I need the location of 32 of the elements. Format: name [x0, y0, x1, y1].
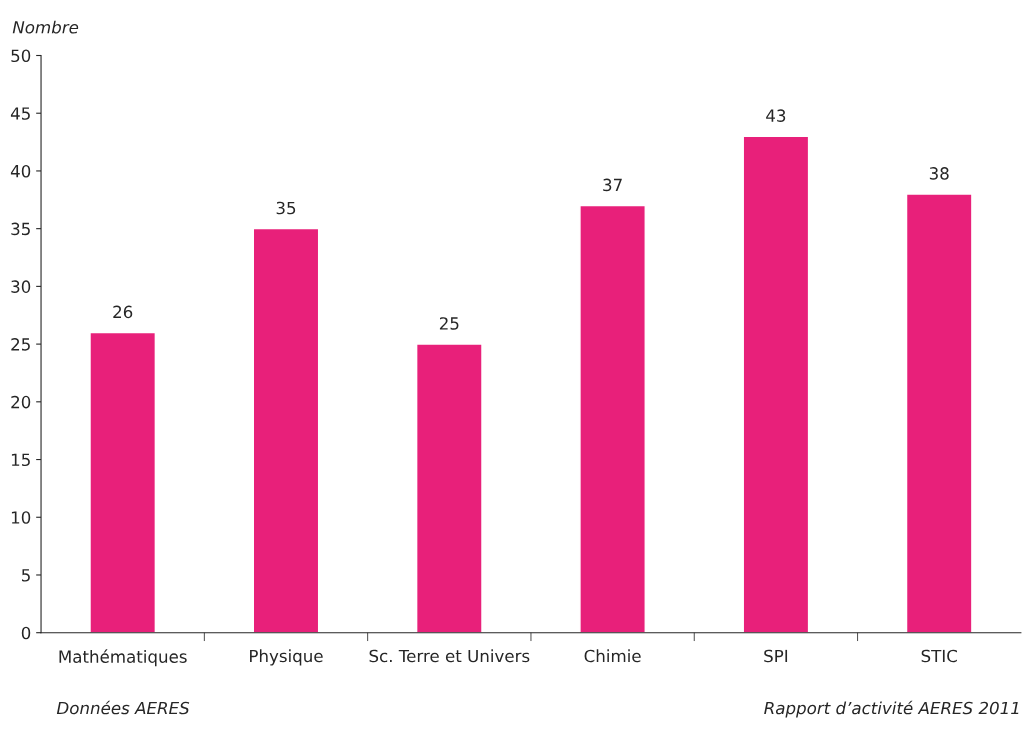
y-tick-label: 50: [11, 49, 31, 63]
data-label: 37: [603, 178, 622, 192]
y-tick-label: 30: [11, 280, 31, 293]
y-tick-label: 0: [21, 626, 31, 640]
y-tick-label: 15: [11, 453, 30, 467]
bar: [905, 193, 973, 633]
y-axis-title: Nombre: [12, 20, 79, 34]
x-tick-label: STIC: [921, 649, 957, 663]
data-label: 35: [276, 201, 296, 215]
data-label: 38: [929, 167, 949, 180]
text: Rapport d’activité AERES 2011: [764, 700, 1019, 718]
data-label: 43: [766, 109, 786, 122]
y-tick-label: 35: [11, 222, 30, 236]
x-tick-label: Chimie: [584, 649, 641, 663]
x-tick-label: SPI: [764, 649, 788, 663]
data-label: 26: [113, 305, 133, 319]
bar: [415, 343, 483, 633]
y-tick-label: 10: [11, 511, 31, 524]
bar: [579, 204, 646, 633]
y-tick-label: 5: [22, 569, 30, 582]
y-tick-label: 45: [10, 107, 30, 120]
data-label: 25: [439, 317, 459, 330]
y-tick-label: 40: [10, 164, 31, 178]
bar: [742, 135, 810, 633]
x-tick-label: Mathématiques: [59, 649, 187, 667]
y-tick-label: 20: [11, 395, 31, 409]
bar: [89, 331, 157, 633]
x-tick-label: Physique: [250, 649, 323, 666]
x-tick-label: Sc. Terre et Univers: [369, 649, 530, 663]
bar: [252, 227, 320, 633]
text: Données AERES: [56, 700, 190, 715]
y-tick-label: 25: [11, 338, 30, 351]
